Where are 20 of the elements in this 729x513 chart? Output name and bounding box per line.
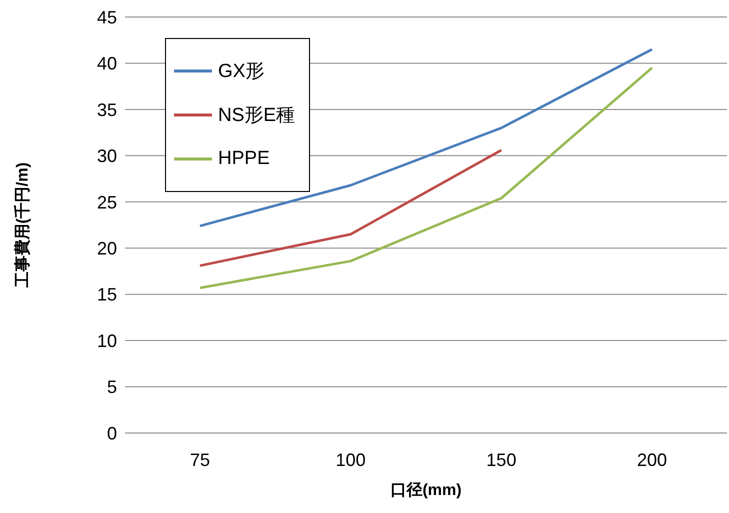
y-tick-label: 0 — [106, 423, 117, 444]
x-tick-label: 150 — [486, 450, 516, 470]
y-tick-label: 10 — [96, 330, 117, 351]
y-axis-title: 工事費用(千円/m) — [14, 162, 32, 289]
y-tick-label: 20 — [96, 238, 117, 258]
y-tick-label: 25 — [96, 192, 117, 212]
y-tick-label: 15 — [96, 284, 117, 305]
y-tick-label: 40 — [96, 54, 117, 74]
x-tick-label: 200 — [636, 450, 668, 470]
y-tick-label: 5 — [106, 377, 117, 398]
y-tick-label: 45 — [96, 7, 117, 28]
x-axis-title: 口径(mm) — [390, 481, 462, 499]
x-tick-label: 100 — [336, 450, 366, 470]
y-tick-label: 30 — [96, 146, 117, 166]
y-tick-label: 35 — [96, 100, 117, 120]
legend-label: HPPE — [218, 148, 270, 170]
legend-label: NS形E種 — [218, 104, 296, 128]
legend-label: GX形 — [218, 60, 264, 84]
line-series — [198, 48, 654, 228]
x-tick-label: 75 — [190, 450, 210, 470]
